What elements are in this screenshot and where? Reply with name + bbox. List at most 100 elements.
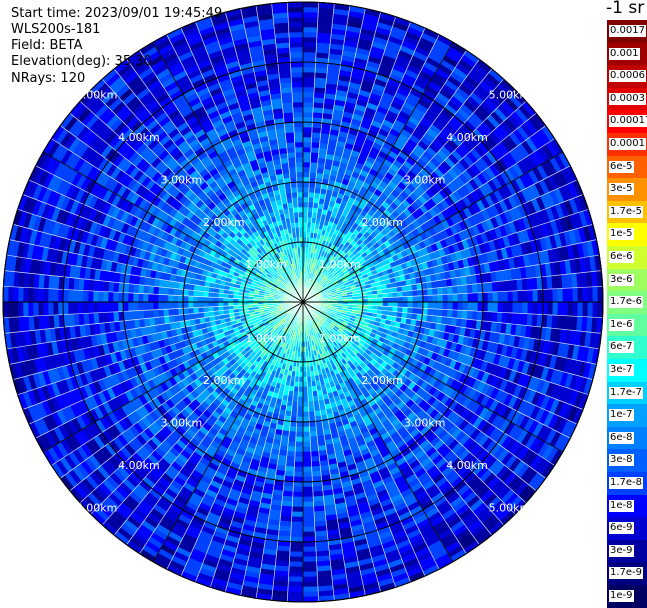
data-bin [291, 411, 297, 416]
data-bin [553, 302, 558, 315]
data-bin [288, 436, 296, 442]
data-bin [453, 294, 458, 302]
data-bin [388, 302, 393, 307]
data-bin [448, 302, 453, 310]
data-bin [303, 37, 317, 42]
data-bin [483, 292, 488, 302]
data-bin [296, 427, 303, 432]
data-bin [308, 202, 313, 207]
data-bin [583, 287, 588, 302]
data-bin [452, 310, 458, 318]
data-bin [553, 289, 558, 302]
data-bin [458, 294, 463, 302]
data-bin [398, 302, 403, 307]
data-bin [583, 302, 588, 317]
data-bin [291, 517, 303, 522]
data-bin [303, 7, 318, 12]
data-bin [388, 297, 393, 302]
data-bin [289, 567, 303, 572]
data-bin [303, 502, 314, 507]
data-bin [311, 137, 320, 143]
data-bin [403, 302, 408, 307]
data-bin [293, 487, 303, 492]
data-bin [303, 192, 309, 197]
data-bin [473, 293, 478, 302]
data-bin [295, 442, 303, 447]
data-bin [303, 102, 313, 107]
data-bin [303, 427, 310, 432]
data-bin [303, 142, 311, 147]
data-bin [283, 486, 293, 492]
data-bin [303, 402, 308, 407]
data-bin [413, 296, 418, 302]
data-bin [462, 285, 468, 294]
data-bin [588, 287, 593, 302]
data-bin [303, 62, 316, 67]
data-bin [289, 572, 303, 577]
data-bin [288, 582, 303, 587]
data-bin [303, 457, 311, 462]
data-bin [427, 288, 433, 295]
data-bin [303, 467, 312, 472]
data-bin [538, 302, 543, 315]
data-bin [568, 302, 573, 316]
data-bin [292, 512, 303, 517]
data-bin [513, 291, 518, 302]
data-bin [593, 287, 598, 302]
data-bin [467, 284, 473, 293]
data-bin [508, 302, 513, 313]
data-bin [303, 147, 311, 152]
data-bin [523, 290, 528, 302]
data-bin [303, 482, 313, 487]
data-bin [297, 407, 303, 412]
data-bin [518, 290, 523, 302]
data-bin [298, 387, 303, 392]
data-bin [402, 291, 407, 297]
data-bin [303, 527, 315, 532]
data-bin [303, 207, 308, 212]
data-bin [503, 291, 508, 302]
data-bin [294, 462, 303, 467]
data-bin [447, 310, 453, 318]
data-bin [299, 382, 303, 387]
data-bin [407, 291, 412, 297]
data-bin [310, 426, 317, 432]
data-bin [447, 286, 453, 294]
data-bin [303, 197, 308, 202]
data-bin [412, 308, 417, 314]
data-bin [303, 557, 317, 562]
data-bin [303, 97, 314, 102]
data-bin [472, 284, 478, 293]
data-bin [299, 377, 303, 382]
data-bin [448, 294, 453, 302]
data-bin [303, 92, 314, 97]
data-bin [291, 522, 303, 527]
data-bin [303, 202, 308, 207]
data-bin [303, 222, 307, 227]
data-bin [473, 302, 478, 311]
data-bin [298, 402, 303, 407]
data-bin [438, 295, 443, 302]
data-bin [303, 437, 310, 442]
data-bin [303, 492, 313, 497]
data-bin [563, 302, 568, 316]
data-bin [558, 288, 563, 302]
data-bin [286, 456, 295, 462]
data-bin [288, 587, 303, 592]
data-bin [303, 597, 319, 602]
data-bin [294, 467, 303, 472]
data-bin [303, 17, 318, 22]
data-bin [303, 452, 311, 457]
data-bin [296, 437, 303, 442]
data-bin [493, 292, 498, 302]
data-bin [397, 292, 402, 297]
data-bin [303, 447, 311, 452]
data-bin [303, 537, 316, 542]
data-bin [383, 302, 388, 306]
data-bin [303, 72, 315, 77]
data-bin [303, 132, 312, 137]
data-bin [423, 295, 428, 302]
data-bin [588, 302, 593, 317]
data-bin [303, 417, 309, 422]
data-bin [598, 302, 603, 318]
